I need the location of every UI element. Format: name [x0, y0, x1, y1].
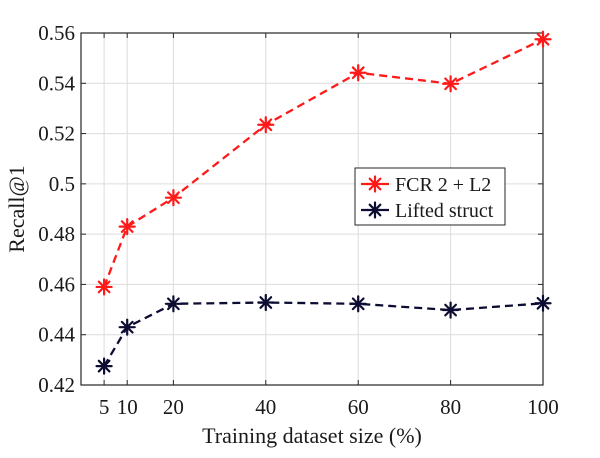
series-lifted-struct	[95, 293, 552, 375]
marker-stroke	[120, 320, 134, 334]
data-point	[95, 278, 113, 296]
axes: 5 10 20 40 60 80 100 0.42 0.44 0.46 0.48 0.5 0.52 0.5…	[38, 21, 559, 419]
marker-stroke	[444, 77, 458, 91]
marker-stroke	[351, 66, 365, 80]
marker-stroke	[368, 203, 382, 217]
data-point	[534, 294, 552, 312]
x-tick-label: 20	[163, 395, 184, 419]
x-tick-label: 60	[348, 395, 369, 419]
y-tick-label: 0.48	[38, 222, 75, 246]
y-tick-label: 0.52	[38, 122, 75, 146]
series-fcr2-l2	[95, 30, 552, 296]
y-tick-label: 0.54	[38, 71, 75, 95]
marker-stroke	[97, 359, 111, 373]
legend-item: Lifted struct	[361, 200, 494, 222]
data-point	[442, 301, 460, 319]
y-tick-label: 0.46	[38, 272, 75, 296]
y-tick-label: 0.44	[38, 323, 75, 347]
data-point	[349, 64, 367, 82]
data-point	[164, 295, 182, 313]
legend-marker	[366, 175, 384, 193]
x-tick-label: 100	[527, 395, 559, 419]
data-point	[118, 318, 136, 336]
data-point	[349, 295, 367, 313]
axes-frame	[80, 32, 544, 386]
marker-stroke	[259, 118, 273, 132]
marker-stroke	[368, 177, 382, 191]
marker-stroke	[120, 220, 134, 234]
marker-stroke	[166, 191, 180, 205]
y-axis-label: Recall@1	[4, 165, 29, 252]
legend-item: FCR 2 + L2	[361, 174, 491, 196]
data-series	[95, 30, 552, 375]
x-tick-label: 5	[99, 395, 110, 419]
data-point	[118, 218, 136, 236]
y-tick-label: 0.56	[38, 21, 75, 45]
legend-label: Lifted struct	[395, 200, 494, 222]
x-tick-label: 10	[117, 395, 138, 419]
legend-label: FCR 2 + L2	[395, 174, 491, 196]
legend: FCR 2 + L2 Lifted struct	[354, 167, 506, 226]
marker-stroke	[259, 296, 273, 309]
marker-stroke	[351, 297, 365, 311]
marker-stroke	[536, 32, 550, 46]
data-point	[442, 75, 460, 93]
data-point	[164, 189, 182, 207]
data-point	[95, 357, 113, 375]
data-point	[534, 30, 552, 48]
marker-stroke	[536, 296, 550, 310]
marker-stroke	[166, 297, 180, 311]
data-point	[257, 116, 275, 134]
x-tick-label: 80	[440, 395, 461, 419]
x-tick-label: 40	[255, 395, 276, 419]
y-tick-label: 0.42	[38, 373, 75, 397]
data-point	[257, 293, 275, 312]
marker-stroke	[444, 303, 458, 317]
y-tick-label: 0.5	[49, 172, 75, 196]
marker-stroke	[97, 280, 111, 294]
legend-marker	[366, 201, 384, 219]
x-axis-label: Training dataset size (%)	[202, 423, 422, 448]
